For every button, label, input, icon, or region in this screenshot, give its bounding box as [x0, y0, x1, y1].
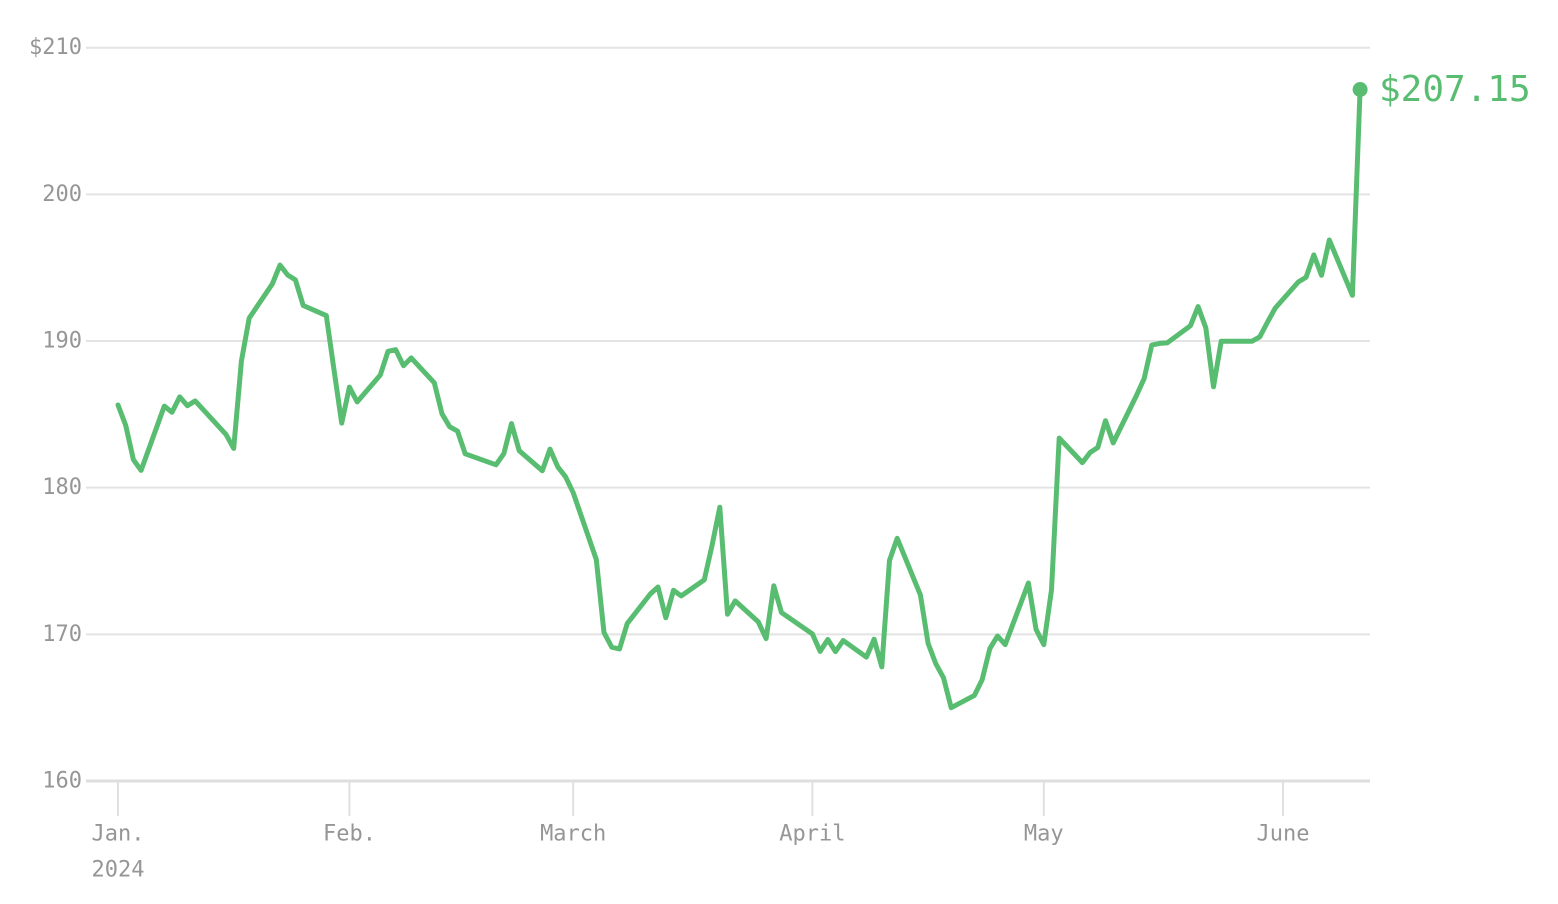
- x-axis-tick-label: Jan.: [92, 822, 145, 847]
- x-axis-tick-label: April: [779, 822, 845, 847]
- y-axis-tick-label: 170: [42, 622, 82, 647]
- series-group: [115, 81, 1368, 711]
- y-axis-labels-group: $210 200 190 180 170 160: [29, 35, 82, 793]
- y-axis-tick-label: $210: [29, 35, 82, 60]
- x-axis-tick-label: March: [540, 822, 606, 847]
- x-axis-tick-label: June: [1256, 822, 1309, 847]
- x-axis-tick-label: May: [1024, 822, 1064, 847]
- y-axis-tick-label: 160: [42, 769, 82, 794]
- x-axis-tick-sublabel: 2024: [92, 858, 145, 883]
- gridlines-group: [86, 46, 1370, 783]
- current-price-label: $207.15: [1379, 68, 1531, 110]
- current-price-dot: [1352, 81, 1368, 97]
- y-axis-tick-label: 190: [42, 329, 82, 354]
- x-axis-group: Jan. 2024 Feb. March April May June: [92, 782, 1309, 883]
- x-axis-tick-label: Feb.: [323, 822, 376, 847]
- y-axis-tick-label: 180: [42, 475, 82, 500]
- y-axis-tick-label: 200: [42, 182, 82, 207]
- price-line: [115, 87, 1363, 711]
